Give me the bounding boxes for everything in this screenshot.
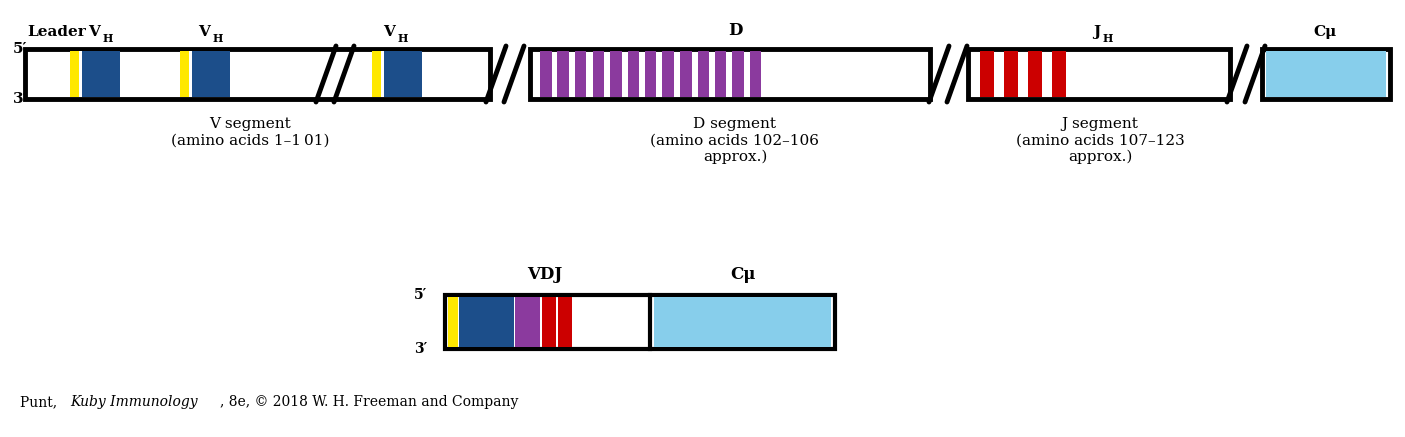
Bar	[1005, 51, 1019, 97]
Text: Cμ: Cμ	[1314, 25, 1336, 39]
Text: V: V	[89, 25, 100, 39]
Bar	[180, 51, 190, 97]
Bar	[575, 51, 586, 97]
Bar	[558, 297, 572, 347]
Text: , 8e, © 2018 W. H. Freeman and Company: , 8e, © 2018 W. H. Freeman and Company	[221, 395, 518, 409]
Bar	[516, 297, 540, 347]
Text: H: H	[1103, 33, 1113, 44]
Bar	[445, 295, 835, 349]
Bar	[1262, 49, 1390, 99]
Bar	[540, 51, 552, 97]
Text: 3′: 3′	[13, 92, 28, 106]
Bar	[1052, 51, 1066, 97]
Text: V: V	[198, 25, 209, 39]
Bar	[981, 51, 993, 97]
Bar	[610, 51, 621, 97]
Bar	[530, 49, 930, 99]
Bar	[653, 297, 830, 347]
Bar	[25, 49, 490, 99]
Text: Leader: Leader	[27, 25, 86, 39]
Text: Punt,: Punt,	[20, 395, 62, 409]
Bar	[645, 51, 656, 97]
Bar	[459, 297, 514, 347]
Text: H: H	[214, 33, 223, 44]
Bar	[680, 51, 691, 97]
Bar	[372, 51, 381, 97]
Bar	[70, 51, 79, 97]
Text: VDJ: VDJ	[527, 266, 562, 283]
Text: Kuby Immunology: Kuby Immunology	[70, 395, 198, 409]
Bar	[1266, 51, 1385, 97]
Bar	[542, 297, 556, 347]
Text: D: D	[728, 22, 742, 39]
Text: J segment
(amino acids 107–123
approx.): J segment (amino acids 107–123 approx.)	[1016, 117, 1184, 164]
Bar	[81, 51, 119, 97]
Bar	[715, 51, 726, 97]
Text: V segment
(amino acids 1–1 01): V segment (amino acids 1–1 01)	[171, 117, 329, 147]
Text: V: V	[384, 25, 395, 39]
Text: H: H	[103, 33, 114, 44]
Bar	[750, 51, 762, 97]
Text: Cμ: Cμ	[729, 266, 756, 283]
Bar	[381, 51, 384, 97]
Bar	[79, 51, 81, 97]
Bar	[190, 51, 192, 97]
Text: 5′: 5′	[413, 288, 427, 302]
Bar	[628, 51, 639, 97]
Bar	[192, 51, 230, 97]
Bar	[448, 297, 458, 347]
Bar	[1028, 51, 1043, 97]
Text: D segment
(amino acids 102–106
approx.): D segment (amino acids 102–106 approx.)	[651, 117, 819, 164]
Bar	[663, 51, 674, 97]
Text: 3′: 3′	[413, 342, 427, 356]
Text: H: H	[398, 33, 409, 44]
Text: 5′: 5′	[13, 42, 28, 56]
Bar	[732, 51, 745, 97]
Bar	[593, 51, 604, 97]
Bar	[384, 51, 422, 97]
Bar	[968, 49, 1229, 99]
Bar	[558, 51, 569, 97]
Bar	[697, 51, 710, 97]
Text: J: J	[1093, 25, 1100, 39]
